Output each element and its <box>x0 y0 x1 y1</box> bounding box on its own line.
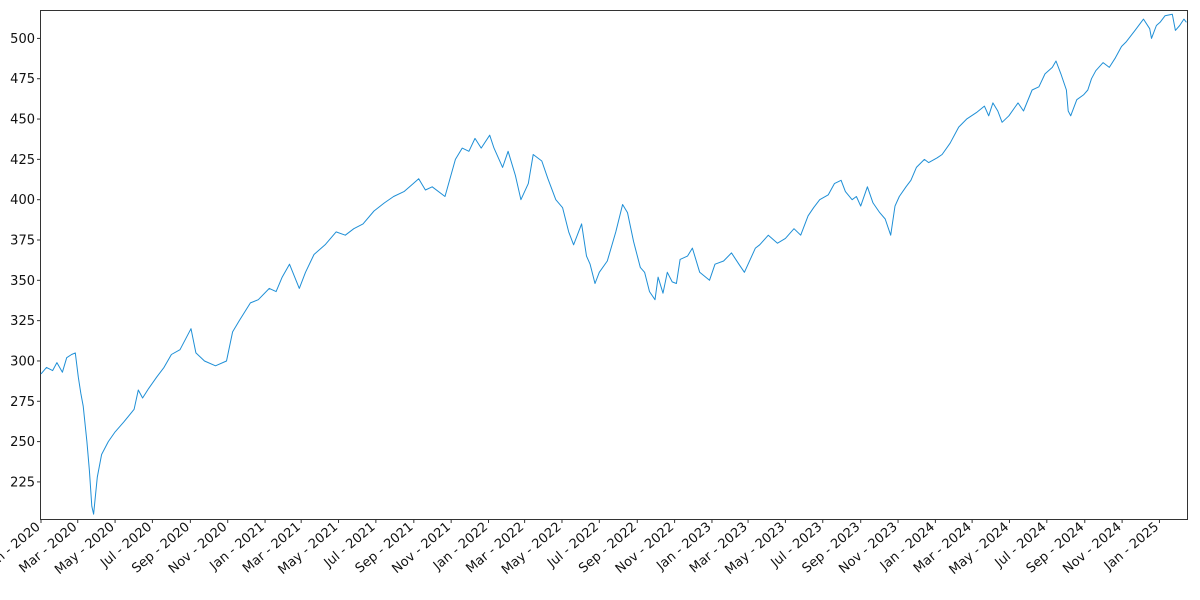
plot-frame <box>40 10 1188 520</box>
y-tick-label: 300 <box>10 354 35 369</box>
y-tick-label: 350 <box>10 274 35 289</box>
y-axis: 225 250 275 300 325 350 375 400 425 450 475 500 <box>10 32 41 490</box>
y-tick-label: 475 <box>10 72 35 87</box>
y-tick-label: 375 <box>10 234 35 249</box>
y-tick-label: 225 <box>10 475 35 490</box>
y-tick-label: 500 <box>10 32 35 47</box>
y-tick-label: 400 <box>10 193 35 208</box>
y-tick-label: 325 <box>10 314 35 329</box>
y-tick-label: 275 <box>10 395 35 410</box>
y-tick-label: 450 <box>10 113 35 128</box>
price-series-line <box>40 13 1187 515</box>
y-tick-label: 250 <box>10 435 35 450</box>
y-tick-label: 425 <box>10 153 35 168</box>
